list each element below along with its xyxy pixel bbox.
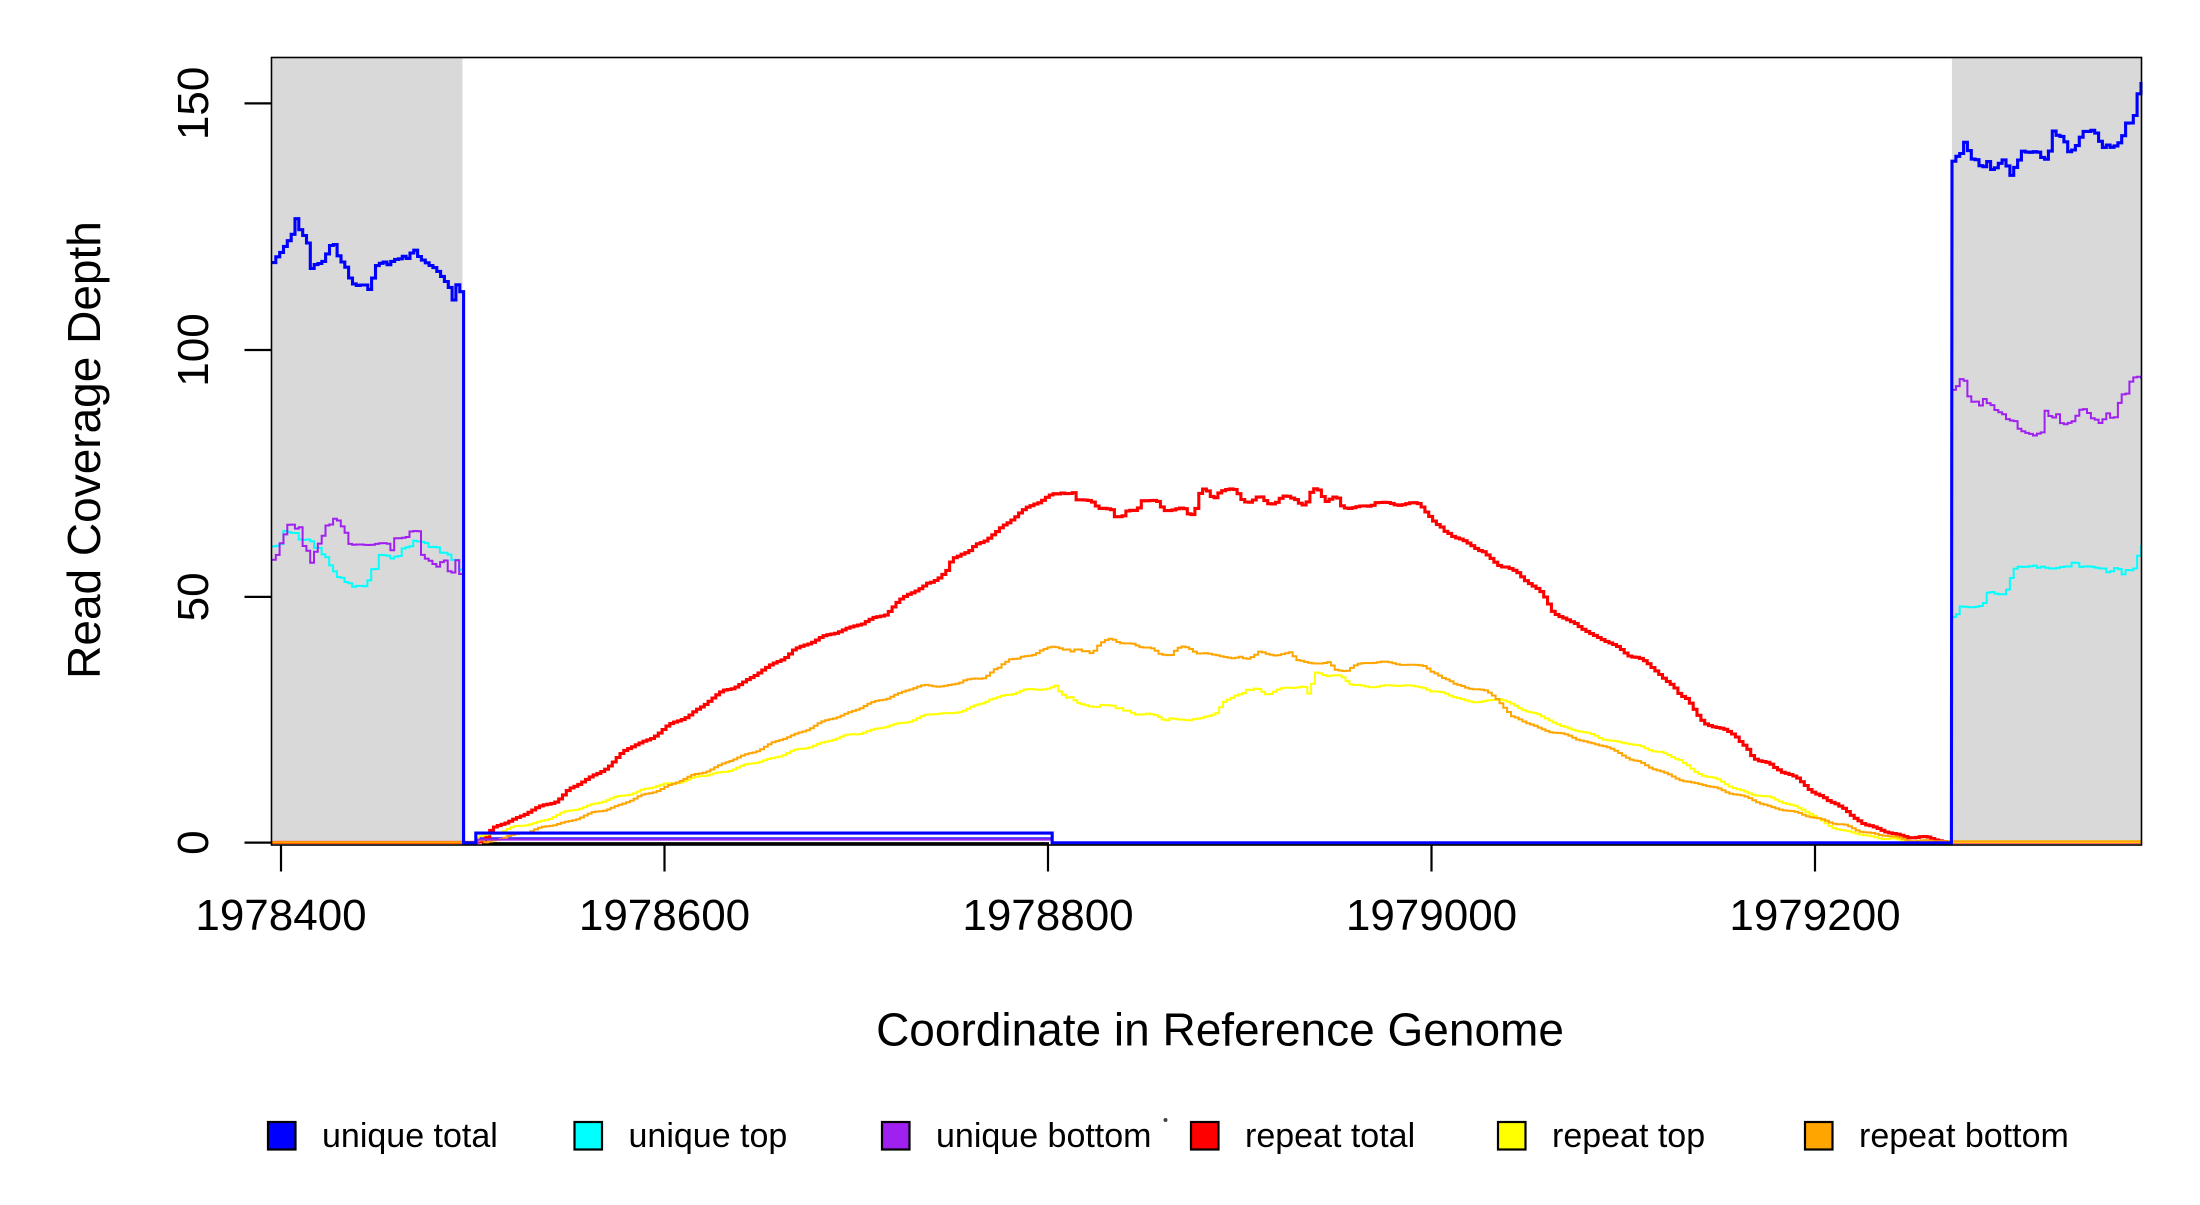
svg-text:unique top: unique top [629, 1117, 788, 1155]
svg-text:1978800: 1978800 [962, 891, 1133, 940]
svg-text:unique bottom: unique bottom [936, 1117, 1152, 1155]
svg-text:1978400: 1978400 [195, 891, 366, 940]
svg-text:repeat bottom: repeat bottom [1859, 1117, 2069, 1155]
svg-text:1978600: 1978600 [579, 891, 750, 940]
svg-text:unique total: unique total [322, 1117, 498, 1155]
svg-text:50: 50 [169, 572, 218, 621]
svg-text:1979200: 1979200 [1729, 891, 1900, 940]
svg-text:0: 0 [169, 830, 218, 854]
svg-text:Coordinate in Reference Genome: Coordinate in Reference Genome [876, 1004, 1564, 1056]
svg-text:1979000: 1979000 [1346, 891, 1517, 940]
svg-text:repeat total: repeat total [1245, 1117, 1415, 1155]
svg-text:Read Coverage Depth: Read Coverage Depth [58, 221, 110, 679]
svg-text:100: 100 [169, 313, 218, 386]
svg-text:repeat top: repeat top [1552, 1117, 1705, 1155]
svg-text:150: 150 [169, 67, 218, 140]
